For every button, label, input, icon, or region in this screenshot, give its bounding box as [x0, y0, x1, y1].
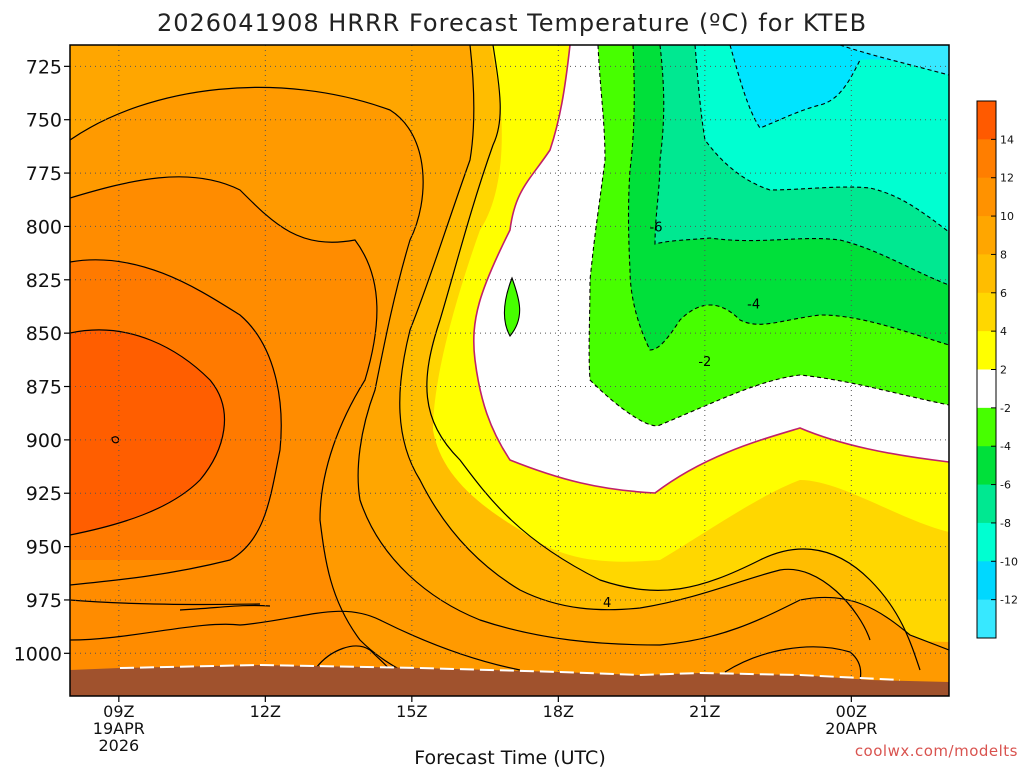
y-axis: 725 750 775 800 825 850 875 900 925 950 975 1000	[14, 56, 70, 665]
colorbar-tick-label: 12	[1000, 172, 1014, 185]
y-tick-label: 800	[26, 216, 62, 238]
colorbar-tick-label: 10	[1000, 210, 1014, 223]
colorbar-tick-label: -10	[1000, 555, 1018, 568]
colorbar-swatch	[977, 292, 996, 332]
y-tick-label: 975	[26, 590, 62, 612]
x-tick-label: 2026	[98, 736, 139, 755]
colorbar-tick-label: 6	[1000, 287, 1007, 300]
x-tick-label: 20APR	[825, 719, 877, 738]
watermark: coolwx.com/modelts	[855, 742, 1018, 760]
band-2-4	[433, 45, 949, 562]
colorbar-swatch	[977, 561, 996, 601]
band-14-plus	[70, 329, 225, 535]
colorbar-swatch	[977, 101, 996, 140]
band-0-2	[473, 45, 949, 493]
x-tick-label: 00Z	[836, 702, 867, 721]
ground	[70, 665, 949, 696]
y-tick-label: 950	[26, 537, 62, 559]
chart-title: 2026041908 HRRR Forecast Temperature (ºC…	[157, 9, 867, 37]
y-tick-label: 850	[26, 323, 62, 345]
colorbar-swatch	[977, 139, 996, 179]
y-tick-label: 1000	[14, 643, 62, 665]
colorbar-swatch	[977, 331, 996, 370]
y-tick-label: 775	[26, 163, 62, 185]
colorbar-swatch	[977, 216, 996, 255]
colorbar-swatch	[977, 484, 996, 524]
colorbar-tick-label: 4	[1000, 325, 1007, 338]
contour-label: -2	[698, 355, 711, 370]
colorbar-tick-label: -6	[1000, 479, 1011, 492]
contour-label: -4	[747, 297, 760, 312]
y-tick-label: 750	[26, 110, 62, 132]
colorbar: 14 12 10 8 6 4 2 -2 -4 -6 -8 -10 -12	[976, 100, 1018, 639]
y-tick-label: 900	[26, 430, 62, 452]
x-tick-label: 09Z	[103, 702, 134, 721]
contour-label: 4	[603, 596, 611, 611]
colorbar-tick-label: 8	[1000, 248, 1007, 261]
colorbar-tick-label: -4	[1000, 440, 1011, 453]
colorbar-swatch	[977, 599, 996, 639]
y-tick-label: 725	[26, 56, 62, 78]
y-tick-label: 925	[26, 483, 62, 505]
colorbar-tick-label: 14	[1000, 133, 1014, 146]
x-tick-label: 15Z	[396, 702, 427, 721]
x-tick-label: 18Z	[543, 702, 574, 721]
band-neg10-neg12	[730, 45, 949, 128]
colorbar-tick-label: -12	[1000, 594, 1018, 607]
plot-frame	[69, 44, 950, 697]
colorbar-swatch	[977, 522, 996, 562]
colorbar-tick-label: 2	[1000, 364, 1007, 377]
x-axis-label: Forecast Time (UTC)	[414, 747, 605, 768]
contour-label: -6	[650, 220, 663, 235]
colorbar-swatch	[977, 177, 996, 217]
colorbar-swatch	[977, 369, 996, 409]
x-tick-label: 12Z	[250, 702, 281, 721]
y-tick-label: 875	[26, 377, 62, 399]
y-tick-label: 825	[26, 270, 62, 292]
x-tick-label: 21Z	[689, 702, 720, 721]
colorbar-swatch	[977, 407, 996, 447]
colorbar-tick-label: -8	[1000, 517, 1011, 530]
colorbar-tick-label: -2	[1000, 402, 1011, 415]
x-tick-label: 19APR	[93, 719, 145, 738]
plot-area	[70, 45, 949, 696]
colorbar-swatch	[977, 254, 996, 294]
colorbar-swatch	[977, 446, 996, 486]
